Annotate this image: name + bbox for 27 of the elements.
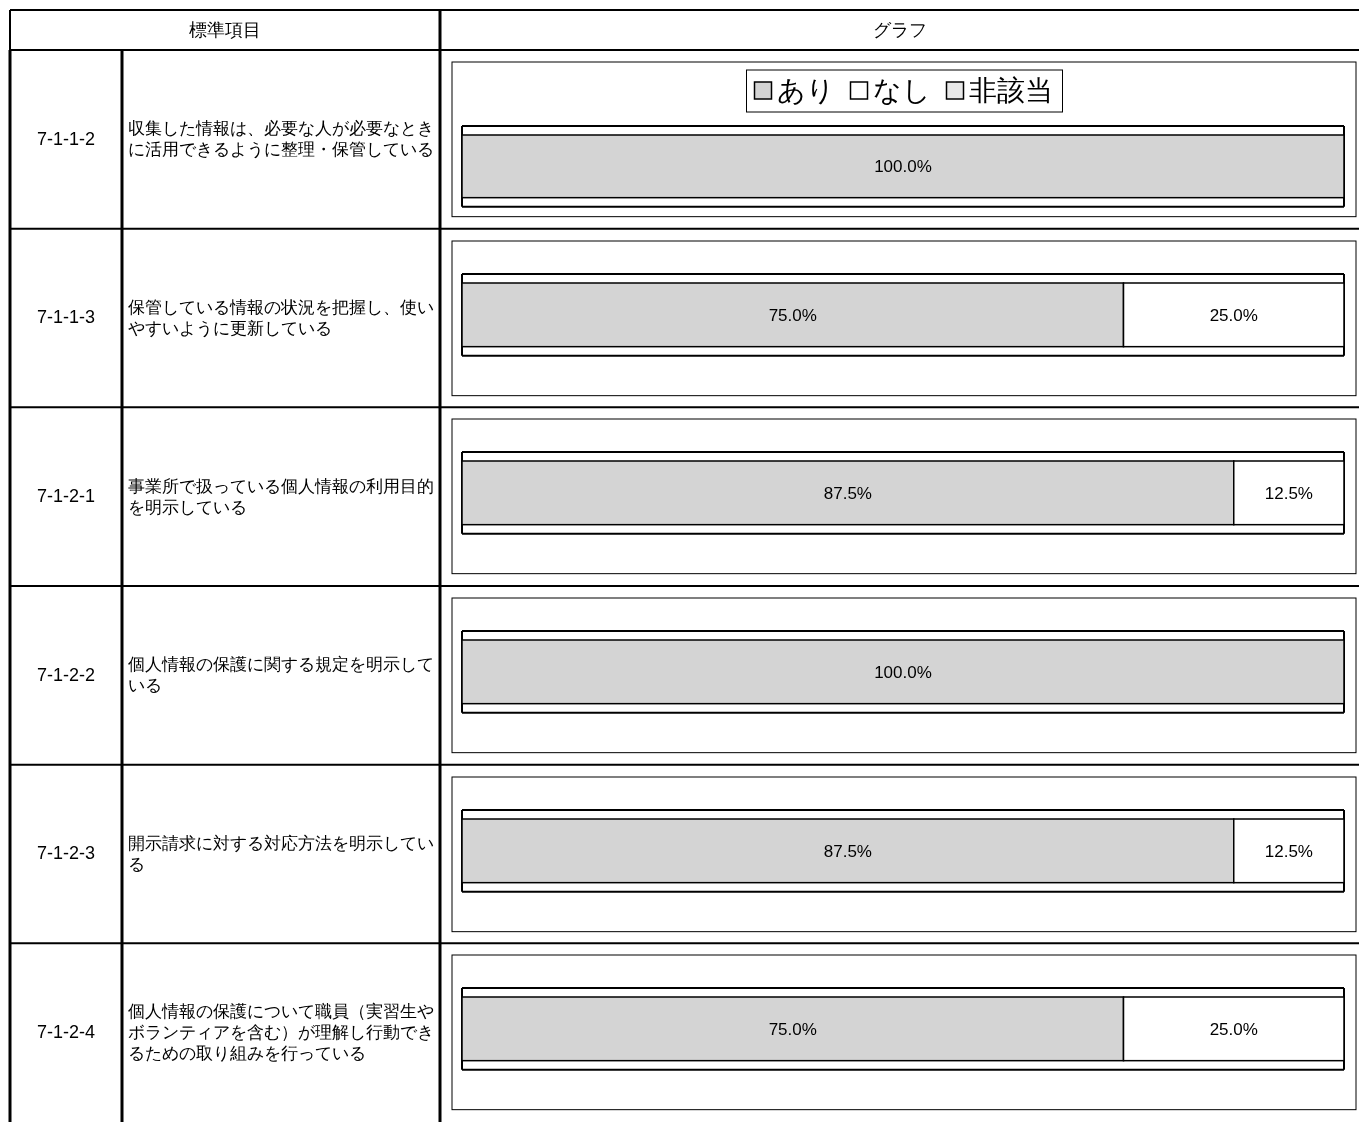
text: 標準項目 [188,19,262,42]
data-label: 100.0% [874,662,932,682]
data-label: 12.5% [1264,484,1313,504]
legend-label: なし [872,75,931,106]
legend-label: 非該当 [968,75,1053,106]
text: 7-1-1-2 [36,127,96,151]
text: 7-1-2-2 [36,663,96,687]
y-tick-label: 収集した情報は、必要な人が必要なときに活用できるように整理・保管している [127,118,435,162]
text: グラフ [871,19,928,42]
data-label: 100.0% [874,157,932,177]
y-tick-label: 開示請求に対する対応方法を明示している [127,833,435,876]
data-label: 25.0% [1209,305,1258,325]
y-tick-label: 個人情報の保護について職員（実習生やボランティアを含む）が理解し行動できるための取り組みを行っている [127,1001,435,1066]
data-label: 87.5% [823,484,872,504]
data-label: 87.5% [823,841,872,861]
y-tick-label: 事業所で扱っている個人情報の利用目的を明示している [127,475,435,519]
legend-label: あり [776,75,835,106]
text: 7-1-1-3 [36,306,96,330]
y-tick-label: 保管している情報の状況を把握し、使いやすいように更新している [127,297,435,340]
text: 7-1-2-3 [36,842,96,866]
y-tick-label: 個人情報の保護に関する規定を明示している [127,654,435,698]
data-label: 75.0% [768,305,817,325]
text: 7-1-2-1 [36,485,96,509]
data-label: 75.0% [768,1020,817,1040]
text: 7-1-2-4 [36,1021,96,1045]
data-label: 12.5% [1264,841,1313,861]
data-label: 25.0% [1209,1020,1258,1040]
